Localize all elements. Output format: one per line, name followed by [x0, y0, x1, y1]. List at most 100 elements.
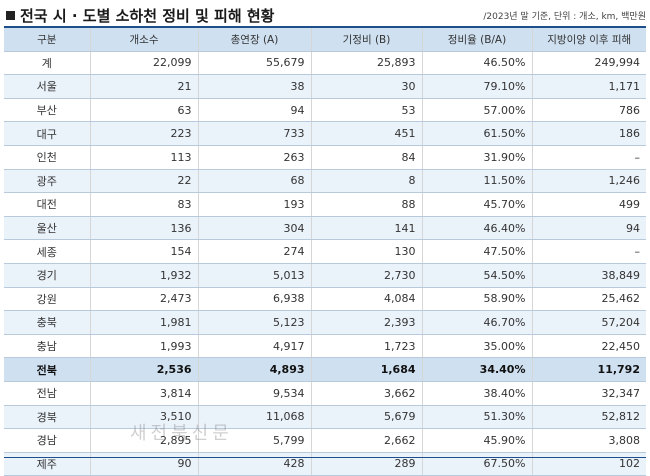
table-row: 울산 136 304 141 46.40% 94 [4, 216, 646, 241]
value-cell: 1,684 [311, 357, 423, 382]
value-cell: 79.10% [422, 74, 533, 99]
value-cell: 3,814 [90, 381, 199, 406]
value-cell: 154 [90, 239, 199, 264]
value-cell: 141 [311, 216, 423, 241]
value-cell: 11,792 [532, 357, 646, 382]
title-text: 전국 시 · 도별 소하천 정비 및 피해 현황 [20, 7, 275, 25]
watermark: 새전북신문 [130, 423, 233, 444]
value-cell: 68 [198, 169, 312, 194]
value-cell: 84 [311, 145, 423, 170]
value-cell: 11.50% [422, 169, 533, 194]
region-cell: 울산 [4, 216, 91, 241]
value-cell: 51.30% [422, 405, 533, 430]
region-cell: 경남 [4, 428, 91, 453]
value-cell: 1,981 [90, 310, 199, 335]
table-row: 광주 22 68 8 11.50% 1,246 [4, 169, 646, 194]
value-cell: 55,679 [198, 51, 312, 76]
value-cell: 451 [311, 121, 423, 146]
value-cell: 83 [90, 192, 199, 217]
value-cell: 31.90% [422, 145, 533, 170]
square-bullet-icon [6, 11, 15, 20]
value-cell: 1,246 [532, 169, 646, 194]
region-cell: 광주 [4, 169, 91, 194]
table-row: 충남 1,993 4,917 1,723 35.00% 22,450 [4, 334, 646, 359]
value-cell: 223 [90, 121, 199, 146]
value-cell: 45.90% [422, 428, 533, 453]
table-row: 제주 90 428 289 67.50% 102 [4, 452, 646, 476]
region-cell: 서울 [4, 74, 91, 99]
value-cell: 34.40% [422, 357, 533, 382]
value-cell: 22,450 [532, 334, 646, 359]
value-cell: 2,536 [90, 357, 199, 382]
col-header: 개소수 [90, 28, 199, 52]
value-cell: 1,932 [90, 263, 199, 288]
table-row: 경남 2,895 5,799 2,662 45.90% 3,808 [4, 428, 646, 453]
value-cell: 4,084 [311, 287, 423, 312]
region-cell: 경기 [4, 263, 91, 288]
value-cell: 38.40% [422, 381, 533, 406]
value-cell: 4,893 [198, 357, 312, 382]
region-cell: 전북 [4, 357, 91, 382]
value-cell: 67.50% [422, 452, 533, 476]
value-cell: 52,812 [532, 405, 646, 430]
value-cell: 5,123 [198, 310, 312, 335]
region-cell: 강원 [4, 287, 91, 312]
value-cell: 136 [90, 216, 199, 241]
table-row: 부산 63 94 53 57.00% 786 [4, 98, 646, 123]
value-cell: 113 [90, 145, 199, 170]
value-cell: 45.70% [422, 192, 533, 217]
value-cell: 2,662 [311, 428, 423, 453]
value-cell: 1,171 [532, 74, 646, 99]
value-cell: 90 [90, 452, 199, 476]
table-row: 대전 83 193 88 45.70% 499 [4, 192, 646, 217]
region-cell: 제주 [4, 452, 91, 476]
col-header: 기정비 (B) [311, 28, 423, 52]
value-cell: 249,994 [532, 51, 646, 76]
table-row: 전남 3,814 9,534 3,662 38.40% 32,347 [4, 381, 646, 406]
value-cell: 9,534 [198, 381, 312, 406]
value-cell: 35.00% [422, 334, 533, 359]
value-cell: 54.50% [422, 263, 533, 288]
region-cell: 대구 [4, 121, 91, 146]
region-cell: 전남 [4, 381, 91, 406]
col-header: 구분 [4, 28, 91, 52]
table-row: 인천 113 263 84 31.90% – [4, 145, 646, 170]
value-cell: 130 [311, 239, 423, 264]
value-cell: 22,099 [90, 51, 199, 76]
stream-table: 구분 개소수 총연장 (A) 기정비 (B) 정비율 (B/A) 지방이양 이후… [4, 28, 646, 476]
region-cell: 충북 [4, 310, 91, 335]
value-cell: 25,893 [311, 51, 423, 76]
col-header: 지방이양 이후 피해 [532, 28, 646, 52]
bottom-rule [4, 457, 646, 458]
value-cell: 3,808 [532, 428, 646, 453]
region-cell: 세종 [4, 239, 91, 264]
value-cell: 53 [311, 98, 423, 123]
page-header: 전국 시 · 도별 소하천 정비 및 피해 현황 /2023년 말 기준, 단위… [4, 2, 646, 26]
value-cell: 304 [198, 216, 312, 241]
value-cell: 193 [198, 192, 312, 217]
region-cell: 인천 [4, 145, 91, 170]
value-cell: 186 [532, 121, 646, 146]
value-cell: – [532, 239, 646, 264]
value-cell: 2,473 [90, 287, 199, 312]
value-cell: 32,347 [532, 381, 646, 406]
region-cell: 부산 [4, 98, 91, 123]
value-cell: 274 [198, 239, 312, 264]
value-cell: 47.50% [422, 239, 533, 264]
value-cell: 3,662 [311, 381, 423, 406]
value-cell: 25,462 [532, 287, 646, 312]
value-cell: 57,204 [532, 310, 646, 335]
value-cell: 499 [532, 192, 646, 217]
value-cell: 102 [532, 452, 646, 476]
top-rule [4, 26, 646, 28]
value-cell: 289 [311, 452, 423, 476]
value-cell: 46.70% [422, 310, 533, 335]
table-row: 대구 223 733 451 61.50% 186 [4, 121, 646, 146]
value-cell: 428 [198, 452, 312, 476]
table-row: 세종 154 274 130 47.50% – [4, 239, 646, 264]
value-cell: 63 [90, 98, 199, 123]
value-cell: 4,917 [198, 334, 312, 359]
value-cell: 2,730 [311, 263, 423, 288]
value-cell: 6,938 [198, 287, 312, 312]
value-cell: 1,993 [90, 334, 199, 359]
